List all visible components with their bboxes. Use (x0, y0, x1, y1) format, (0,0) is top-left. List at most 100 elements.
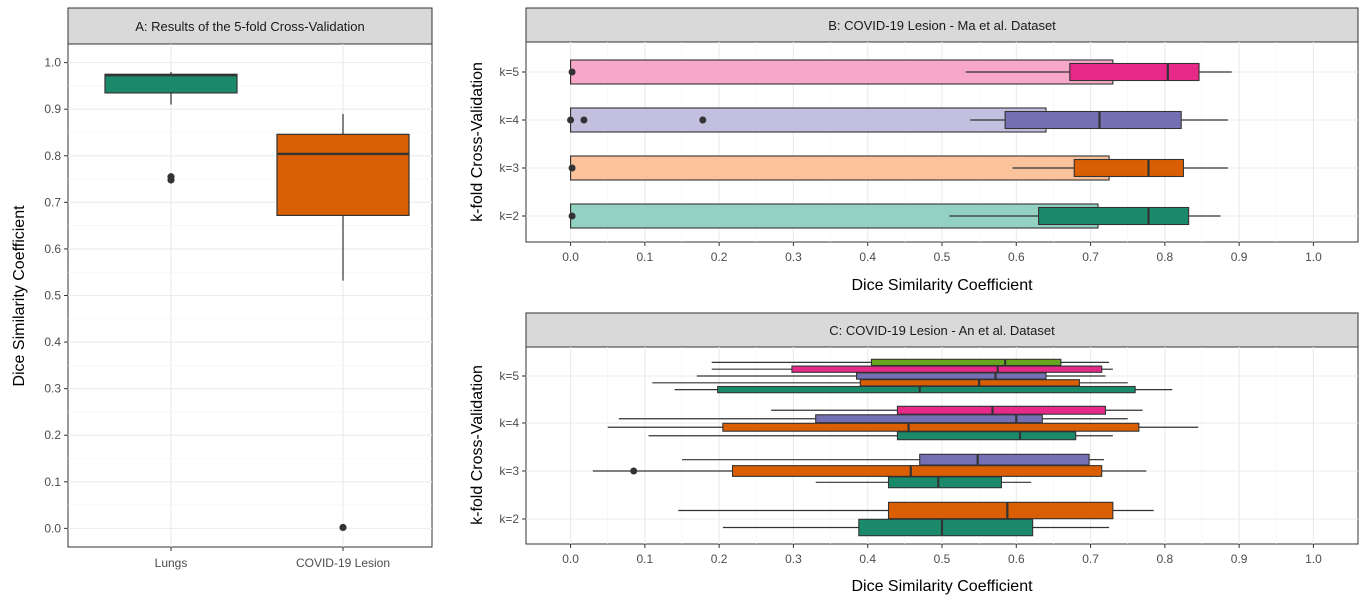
y-tick-label: 0.1 (44, 475, 61, 489)
panel-c-title: C: COVID-19 Lesion - An et al. Dataset (829, 323, 1055, 338)
box-k5-fold-1 (674, 385, 1173, 394)
y-tick-label: 0.9 (44, 102, 61, 116)
box-k3-fold-1 (815, 476, 1032, 489)
x-tick-label: 0.4 (859, 552, 876, 566)
y-tick-label: 0.7 (44, 195, 61, 209)
x-tick-label: 0.3 (785, 552, 802, 566)
box-k5-fold-3 (696, 372, 1106, 380)
outlier-point (568, 212, 576, 220)
box-iqr (717, 385, 1136, 394)
box-k5-fold-2 (652, 379, 1128, 387)
panel-b-y-axis-title: k-fold Cross-Validation (469, 62, 486, 222)
outlier-point (167, 176, 175, 184)
panel-a: A: Results of the 5-fold Cross-Validatio… (11, 7, 433, 570)
outlier-point (567, 116, 575, 124)
box-iqr (919, 453, 1090, 466)
panel-b-title: B: COVID-19 Lesion - Ma et al. Dataset (828, 18, 1056, 33)
box-k2 (568, 206, 1221, 226)
panel-c-x-tick-labels: 0.0 0.1 0.2 0.3 0.4 0.5 0.6 0.7 0.8 0.9 1.0 (562, 544, 1322, 566)
box-iqr (791, 365, 1103, 373)
y-tick-label: k=4 (499, 416, 519, 430)
x-tick-label: 1.0 (1305, 250, 1322, 264)
panel-b-bars-and-boxes (567, 59, 1232, 229)
outlier-point (630, 467, 638, 475)
x-tick-label: 1.0 (1305, 552, 1322, 566)
x-tick-label: 0.9 (1231, 250, 1248, 264)
outlier-point (699, 116, 707, 124)
panel-b-x-tick-labels: 0.0 0.1 0.2 0.3 0.4 0.5 0.6 0.7 0.8 0.9 1.0 (562, 242, 1322, 264)
panel-c-strip (525, 312, 1359, 348)
x-tick-label: 0.4 (859, 250, 876, 264)
box-covid-lesion (276, 113, 410, 532)
box-iqr (815, 414, 1043, 424)
box-k3-fold-2 (592, 465, 1147, 477)
y-tick-label: 0.2 (44, 428, 61, 442)
box-k5 (568, 62, 1232, 82)
box-k4 (567, 110, 1228, 130)
box-k2-fold-1 (722, 518, 1110, 537)
x-tick-label: 0.1 (637, 250, 654, 264)
y-tick-label: k=4 (499, 113, 519, 127)
box-iqr (276, 133, 410, 216)
x-tick-label: 0.6 (1008, 250, 1025, 264)
x-tick-label: 0.2 (711, 250, 728, 264)
box-k2-fold-2 (678, 501, 1154, 520)
box-iqr (896, 431, 1077, 441)
y-tick-label: k=5 (499, 369, 519, 383)
box-k4-fold-3 (618, 414, 1128, 424)
panel-c-x-axis-title: Dice Similarity Coefficient (851, 578, 1033, 595)
y-tick-label: 0.8 (44, 149, 61, 163)
y-tick-label: 0.6 (44, 242, 61, 256)
outlier-point (339, 523, 347, 532)
box-iqr (1073, 158, 1184, 178)
y-tick-label: k=3 (499, 161, 519, 175)
panel-a-y-tick-labels: 0.0 0.1 0.2 0.3 0.4 0.5 0.6 0.7 0.8 0.9 1.0 (44, 56, 68, 535)
box-k5-fold-5 (711, 358, 1110, 367)
y-tick-label: 0.3 (44, 382, 61, 396)
panel-a-title: A: Results of the 5-fold Cross-Validatio… (135, 19, 365, 34)
panel-a-y-axis-title: Dice Similarity Coefficient (11, 205, 28, 387)
box-iqr (887, 476, 1002, 489)
outlier-point (580, 116, 588, 124)
box-iqr (1069, 62, 1200, 82)
box-k4-fold-2 (607, 422, 1199, 432)
x-tick-label: 0.5 (934, 250, 951, 264)
x-tick-label: 0.7 (1082, 552, 1099, 566)
panel-c: C: COVID-19 Lesion - An et al. Dataset k… (469, 312, 1359, 595)
panel-a-boxes (104, 71, 410, 532)
x-tick-label: 0.8 (1157, 552, 1174, 566)
box-iqr (870, 358, 1062, 367)
box-iqr (1004, 110, 1182, 130)
x-tick-label: 0.3 (785, 250, 802, 264)
box-k5-fold-4 (711, 365, 1113, 373)
y-tick-label: k=3 (499, 464, 519, 478)
y-tick-label: k=5 (499, 65, 519, 79)
panel-b-x-axis-title: Dice Similarity Coefficient (851, 277, 1033, 294)
panel-b: B: COVID-19 Lesion - Ma et al. Dataset k… (469, 7, 1359, 294)
box-iqr (858, 518, 1034, 537)
x-tick-label: 0.6 (1008, 552, 1025, 566)
box-iqr (104, 73, 238, 94)
y-tick-label: k=2 (499, 512, 519, 526)
x-tick-label: 0.0 (562, 250, 579, 264)
panel-c-y-axis-title: k-fold Cross-Validation (469, 365, 486, 525)
panel-a-x-tick-labels: Lungs COVID-19 Lesion (155, 547, 390, 570)
box-iqr (722, 422, 1140, 432)
y-tick-label: 0.5 (44, 289, 61, 303)
box-iqr (856, 372, 1047, 380)
box-iqr (896, 405, 1106, 415)
box-k4-fold-4 (771, 405, 1143, 415)
x-tick-label: 0.2 (711, 552, 728, 566)
box-iqr (1038, 206, 1190, 226)
y-tick-label: 0.0 (44, 521, 61, 535)
x-tick-label: 0.1 (637, 552, 654, 566)
panel-b-y-tick-labels: k=5 k=4 k=3 k=2 (499, 65, 526, 223)
x-tick-label: 0.0 (562, 552, 579, 566)
outlier-point (568, 68, 576, 76)
x-tick-label: Lungs (155, 556, 188, 570)
panel-b-strip (525, 7, 1359, 43)
box-k3-fold-3 (682, 453, 1104, 466)
x-tick-label: 0.9 (1231, 552, 1248, 566)
x-tick-label: 0.5 (934, 552, 951, 566)
